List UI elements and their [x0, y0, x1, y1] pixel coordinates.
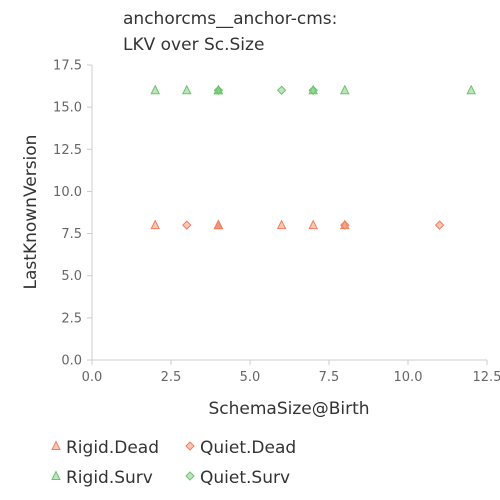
chart-title-line-1: anchorcms__anchor-cms: — [123, 9, 337, 29]
y-tick-label: 17.5 — [53, 59, 82, 74]
legend: Rigid.Dead Quiet.Dead Rigid.Surv Quiet.Surv — [51, 438, 296, 488]
data-point-rigid-dead — [276, 219, 287, 230]
legend-label-quiet-dead: Quiet.Dead — [200, 438, 296, 458]
legend-marker-rigid-dead — [51, 440, 61, 450]
data-point-rigid-dead — [213, 219, 224, 230]
chart-title-line-2: LKV over Sc.Size — [123, 35, 264, 55]
y-tick-label: 10.0 — [53, 185, 82, 200]
data-point-quiet-surv — [308, 85, 318, 95]
legend-marker-rigid-surv — [51, 470, 61, 480]
legend-label-rigid-dead: Rigid.Dead — [66, 438, 159, 458]
data-points — [150, 84, 477, 230]
legend-marker-quiet-surv — [185, 471, 195, 481]
data-point-rigid-surv — [181, 84, 192, 95]
y-tick-label: 12.5 — [53, 143, 82, 158]
data-point-quiet-dead — [340, 220, 350, 230]
data-point-rigid-dead — [150, 219, 161, 230]
x-tick-label: 5.0 — [240, 370, 261, 385]
data-point-rigid-dead — [308, 219, 319, 230]
legend-label-quiet-surv: Quiet.Surv — [200, 468, 290, 488]
data-point-quiet-surv — [276, 85, 287, 95]
ticks: 0.0 2.5 5.0 7.5 10.0 12.5 0.0 2.5 5.0 7.5 10.0 12.5… — [53, 59, 500, 386]
y-tick-label: 5.0 — [61, 269, 82, 284]
data-point-rigid-surv — [150, 84, 161, 95]
x-tick-label: 7.5 — [319, 370, 340, 385]
data-point-quiet-dead — [434, 220, 445, 230]
axes — [91, 65, 487, 361]
y-tick-label: 2.5 — [61, 311, 82, 326]
data-point-quiet-surv — [213, 85, 224, 95]
data-point-rigid-surv — [339, 84, 350, 95]
y-tick-label: 15.0 — [53, 101, 82, 116]
x-tick-label: 10.0 — [394, 370, 423, 385]
y-tick-label: 7.5 — [61, 227, 82, 242]
x-tick-label: 0.0 — [82, 370, 103, 385]
data-point-rigid-surv — [466, 84, 477, 95]
y-tick-label: 0.0 — [61, 354, 82, 369]
x-tick-label: 12.5 — [473, 370, 500, 385]
x-axis-label: SchemaSize@Birth — [208, 399, 369, 419]
data-point-quiet-dead — [182, 220, 192, 230]
y-axis-label: LastKnownVersion — [21, 135, 41, 290]
legend-marker-quiet-dead — [185, 441, 195, 451]
legend-label-rigid-surv: Rigid.Surv — [66, 468, 153, 488]
x-tick-label: 2.5 — [161, 370, 182, 385]
